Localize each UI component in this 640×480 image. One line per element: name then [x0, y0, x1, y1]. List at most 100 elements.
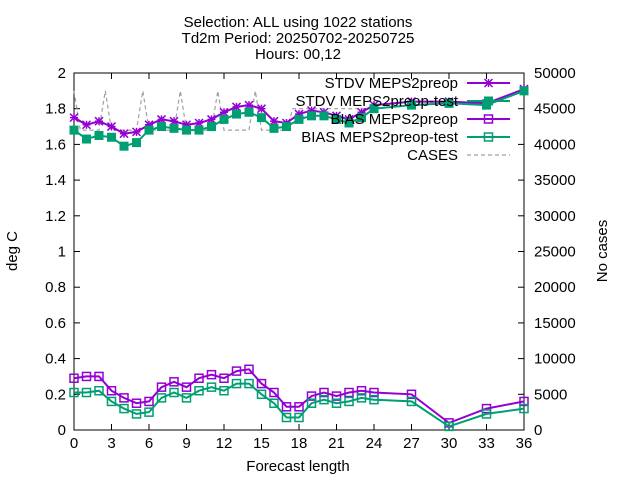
series-3-point-26	[444, 421, 454, 432]
y2-tick-label-0: 0	[534, 422, 542, 439]
legend-marker-0	[483, 78, 494, 88]
series-2-point-21	[331, 391, 342, 401]
series-0-point-1	[81, 120, 92, 130]
y2-tick-label-2: 10000	[534, 351, 576, 368]
series-2-point-27	[481, 403, 492, 414]
series-0-point-4-d2	[119, 129, 129, 139]
series-1-point-4	[119, 141, 129, 151]
x-tick-label-8: 24	[366, 435, 383, 452]
series-2	[69, 364, 529, 428]
series-1-point-8	[169, 123, 179, 133]
series-3-point-9	[181, 393, 192, 403]
y-tick-label-1: 0.2	[45, 386, 66, 403]
series-1-point-9	[182, 125, 191, 135]
y-tick-label-10: 2	[58, 65, 66, 82]
series-2-point-18	[294, 402, 304, 412]
series-2-point-22	[344, 387, 354, 398]
x-tick-label-3: 9	[182, 435, 190, 452]
axes: 0 3 6 9 12 15 18 21 24 27 30 33 3600.20.40.60.811.21…	[45, 65, 576, 452]
series-3-point-6	[144, 407, 154, 417]
series-3-point-3	[106, 396, 117, 407]
series-2-point-6	[144, 396, 154, 407]
series-1-point-0	[69, 125, 79, 135]
series-1-point-26	[444, 98, 454, 108]
x-tick-label-4: 12	[216, 435, 233, 452]
series-1-point-21	[332, 114, 341, 124]
series-0-point-15	[256, 104, 267, 114]
series-2-point-9	[181, 382, 192, 392]
series-1-point-28	[519, 86, 529, 96]
legend-label-2: BIAS MEPS2preop	[330, 111, 458, 128]
series-1-point-17	[282, 122, 291, 132]
x-tick-label-11: 33	[478, 435, 495, 452]
series-3-point-1	[81, 387, 92, 398]
legend-label-4: CASES	[407, 147, 458, 164]
y2-tick-label-8: 40000	[534, 136, 576, 153]
y-tick-label-7: 1.4	[45, 172, 66, 189]
legend-label-3: BIAS MEPS2preop-test	[301, 129, 459, 146]
y-tick-label-8: 1.6	[45, 136, 66, 153]
series-0-point-2-d2	[94, 116, 104, 126]
y-tick-label-0: 0	[58, 422, 66, 439]
series-3-point-22	[344, 396, 354, 407]
x-tick-label-10: 30	[441, 435, 458, 452]
x-tick-label-5: 15	[253, 435, 270, 452]
legend-entry-1: STDV MEPS2preop-test	[295, 93, 510, 110]
series-3-point-18	[294, 412, 304, 423]
series-3-point-21	[331, 398, 342, 408]
y2-tick-label-7: 35000	[534, 172, 576, 189]
series-3-point-10	[194, 385, 204, 396]
x-tick-label-6: 18	[291, 435, 308, 452]
series-2-point-12	[219, 373, 229, 383]
y2-tick-label-9: 45000	[534, 101, 576, 118]
series-1-point-20	[319, 111, 329, 121]
x-tick-label-1: 3	[107, 435, 115, 452]
series-3-point-2	[94, 385, 104, 396]
series-3-point-16	[269, 398, 279, 408]
series-3-point-15	[256, 389, 267, 400]
series-1-point-13	[232, 109, 241, 119]
series-0-point-5-d2	[131, 127, 142, 137]
series-1-point-14	[244, 107, 254, 117]
y-axis-label: deg C	[4, 231, 21, 271]
y2-tick-label-5: 25000	[534, 244, 576, 261]
series-0-point-3	[106, 122, 117, 132]
series-1-point-15	[257, 113, 266, 123]
series-1-point-23	[357, 113, 366, 123]
series-3-point-17	[281, 412, 292, 423]
series-0-point-4	[119, 129, 129, 139]
series-1-point-6	[144, 125, 154, 135]
y2-tick-label-3: 15000	[534, 315, 576, 332]
legend-entry-0: STDV MEPS2preop	[325, 75, 510, 92]
series-1-point-1	[82, 134, 91, 144]
series-layer	[69, 84, 529, 432]
series-3-point-8	[169, 387, 179, 398]
series-0-point-2	[94, 116, 104, 126]
series-2-point-2	[94, 371, 104, 382]
series-3-point-19	[306, 398, 317, 408]
x-tick-label-12: 36	[516, 435, 533, 452]
legend-marker-1	[484, 96, 493, 106]
series-3-point-28	[519, 403, 529, 414]
series-2-point-11	[206, 369, 217, 380]
series-3-point-27	[481, 409, 492, 419]
series-1-point-25	[407, 100, 416, 110]
legend-label-0: STDV MEPS2preop	[325, 75, 458, 92]
y2-axis-label: No cases	[594, 220, 611, 283]
y-tick-label-6: 1.2	[45, 208, 66, 225]
series-1-point-5	[132, 138, 141, 148]
series-2-point-7	[156, 382, 167, 392]
x-tick-label-7: 21	[328, 435, 345, 452]
series-1-point-3	[107, 132, 116, 142]
series-2-point-24	[369, 387, 379, 398]
x-tick-label-0: 0	[70, 435, 78, 452]
legend-entry-4: CASES	[407, 147, 510, 164]
legend-label-1: STDV MEPS2preop-test	[295, 93, 458, 110]
legend-marker-2	[483, 114, 494, 124]
series-2-point-16	[269, 387, 279, 398]
series-2-point-28	[519, 396, 529, 407]
series-3-point-14	[244, 378, 254, 389]
series-1-point-22	[344, 118, 354, 128]
title-line-2: Td2m Period: 20250702-20250725	[182, 30, 415, 47]
